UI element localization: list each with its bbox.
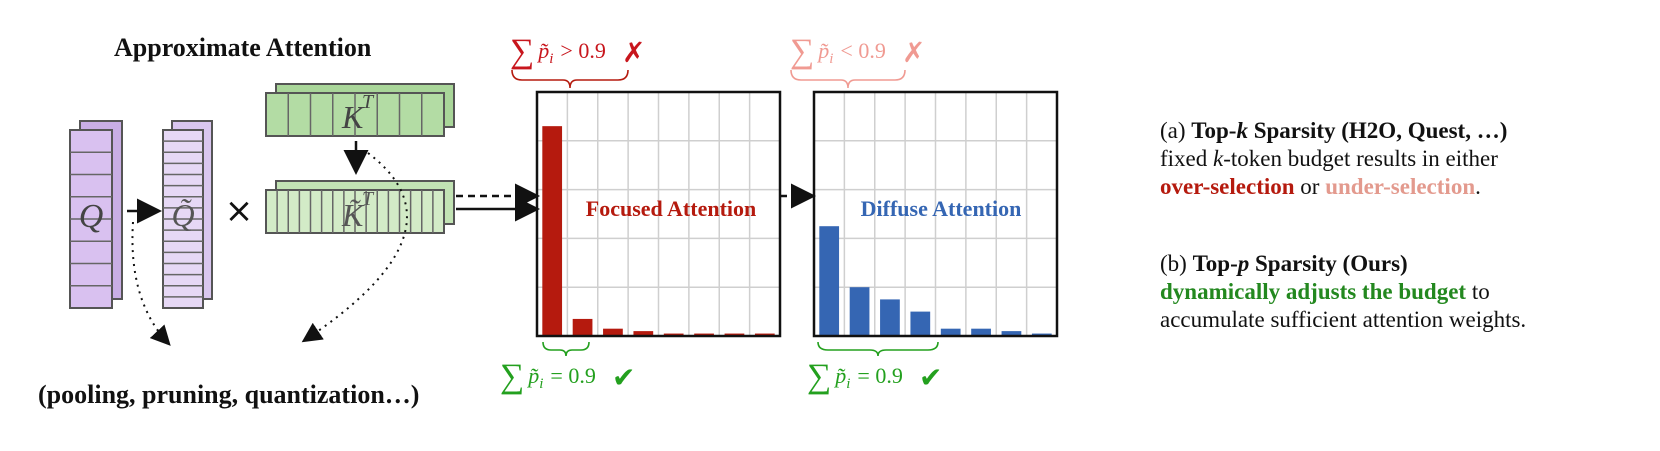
k-tilde-superscript: T bbox=[362, 188, 375, 210]
diffuse-bottom-brace bbox=[817, 341, 939, 357]
k-transpose-matrix: K T bbox=[265, 83, 455, 137]
formula-mark: ✔ bbox=[919, 361, 942, 394]
formula-mark: ✔ bbox=[612, 361, 635, 394]
k-transpose-superscript: T bbox=[362, 91, 375, 113]
diffuse-bottom-formula: ∑ p̃i = 0.9 ✔ bbox=[807, 358, 942, 395]
focused-top-brace bbox=[511, 69, 629, 89]
attention-bar bbox=[1001, 331, 1022, 336]
k-tilde-transpose-matrix: K̃ T bbox=[265, 180, 455, 234]
formula-mark: ✗ bbox=[622, 36, 645, 69]
formula-text: ∑ p̃i < 0.9 bbox=[790, 33, 886, 70]
formula-mark: ✗ bbox=[902, 36, 925, 69]
diffuse-top-brace bbox=[790, 69, 906, 89]
diffuse-top-formula: ∑ p̃i < 0.9 ✗ bbox=[790, 33, 925, 70]
bottom-label: (pooling, pruning, quantization…) bbox=[38, 380, 420, 409]
attention-bar bbox=[603, 328, 623, 336]
formula-text: ∑ p̃i > 0.9 bbox=[510, 33, 606, 70]
caption-b: (b) Top-p Sparsity (Ours) dynamically ad… bbox=[1160, 250, 1650, 334]
attention-bar bbox=[849, 287, 870, 336]
q-matrix: Q bbox=[69, 120, 123, 309]
chart-frame bbox=[535, 90, 782, 338]
k-symbol: K bbox=[341, 99, 365, 135]
dotted-curve-k bbox=[301, 152, 408, 343]
approximate-attention-title: Approximate Attention bbox=[114, 33, 372, 62]
attention-bar bbox=[633, 331, 654, 336]
caption-a-title: (a) Top-k Sparsity (H2O, Quest, …) bbox=[1160, 118, 1508, 143]
focused-bottom-formula: ∑ p̃i = 0.9 ✔ bbox=[500, 358, 635, 395]
diffuse-attention-chart bbox=[812, 90, 1059, 338]
attention-bar bbox=[910, 311, 931, 336]
caption-a: (a) Top-k Sparsity (H2O, Quest, …) fixed… bbox=[1160, 117, 1650, 201]
caption-b-line2: dynamically adjusts the budget to bbox=[1160, 279, 1490, 304]
q-tilde-symbol: Q̃ bbox=[171, 197, 194, 233]
q-tilde-matrix: Q̃ bbox=[162, 120, 213, 309]
focused-top-formula: ∑ p̃i > 0.9 ✗ bbox=[510, 33, 645, 70]
focused-bottom-brace bbox=[542, 341, 590, 357]
attention-bar bbox=[971, 328, 991, 336]
caption-a-line2: fixed k-token budget results in either bbox=[1160, 146, 1498, 171]
caption-a-line3: over-selection or under-selection. bbox=[1160, 174, 1481, 199]
caption-b-title: (b) Top-p Sparsity (Ours) bbox=[1160, 251, 1408, 276]
k-tilde-symbol: K̃ bbox=[341, 197, 365, 233]
attention-bar bbox=[819, 226, 840, 336]
attention-bar bbox=[880, 299, 900, 336]
chart-frame bbox=[812, 90, 1059, 338]
q-symbol: Q bbox=[79, 198, 104, 235]
multiply-symbol: × bbox=[225, 191, 254, 231]
focused-attention-label: Focused Attention bbox=[586, 196, 757, 221]
caption-b-line3: accumulate sufficient attention weights. bbox=[1160, 307, 1527, 332]
attention-bar bbox=[940, 328, 961, 336]
attention-bar bbox=[542, 126, 563, 336]
attention-bar bbox=[572, 318, 593, 336]
diffuse-attention-label: Diffuse Attention bbox=[861, 196, 1022, 221]
formula-text: ∑ p̃i = 0.9 bbox=[500, 358, 596, 395]
diagram-canvas: Q Q̃ × K T K̃ T bbox=[69, 33, 1059, 395]
focused-attention-chart bbox=[535, 90, 782, 338]
formula-text: ∑ p̃i = 0.9 bbox=[807, 358, 903, 395]
